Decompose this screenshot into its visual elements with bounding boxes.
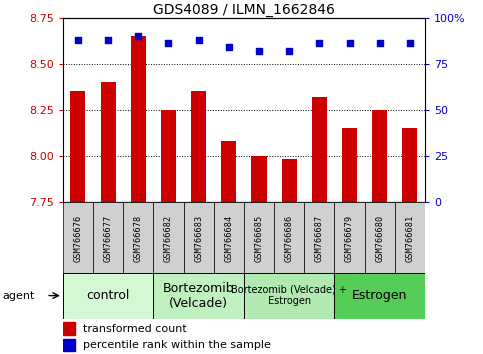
Point xyxy=(104,37,112,42)
Text: GSM766681: GSM766681 xyxy=(405,215,414,262)
Bar xyxy=(63,273,154,319)
Point xyxy=(195,37,202,42)
Bar xyxy=(213,202,244,273)
Bar xyxy=(191,91,206,202)
Bar xyxy=(63,322,75,335)
Text: GSM766687: GSM766687 xyxy=(315,215,324,262)
Bar xyxy=(154,273,244,319)
Bar xyxy=(161,110,176,202)
Bar xyxy=(402,128,417,202)
Bar xyxy=(221,141,236,202)
Bar xyxy=(342,128,357,202)
Text: GSM766677: GSM766677 xyxy=(103,215,113,262)
Point xyxy=(134,33,142,39)
Bar xyxy=(304,202,334,273)
Point xyxy=(255,48,263,54)
Text: Estrogen: Estrogen xyxy=(352,289,408,302)
Point xyxy=(165,41,172,46)
Point xyxy=(346,41,354,46)
Bar xyxy=(282,159,297,202)
Bar xyxy=(274,202,304,273)
Point xyxy=(285,48,293,54)
Bar xyxy=(154,202,184,273)
Text: control: control xyxy=(86,289,130,302)
Bar xyxy=(365,202,395,273)
Bar xyxy=(395,202,425,273)
Bar xyxy=(372,110,387,202)
Bar xyxy=(334,202,365,273)
Point xyxy=(74,37,82,42)
Bar xyxy=(71,91,85,202)
Bar xyxy=(244,202,274,273)
Text: Bortezomib
(Velcade): Bortezomib (Velcade) xyxy=(163,281,234,310)
Bar xyxy=(100,82,115,202)
Bar xyxy=(312,97,327,202)
Text: GSM766685: GSM766685 xyxy=(255,215,264,262)
Point xyxy=(376,41,384,46)
Text: GSM766678: GSM766678 xyxy=(134,215,143,262)
Point xyxy=(315,41,323,46)
Point xyxy=(406,41,414,46)
Bar xyxy=(244,273,334,319)
Bar xyxy=(63,202,93,273)
Text: Bortezomib (Velcade) +
Estrogen: Bortezomib (Velcade) + Estrogen xyxy=(231,285,347,307)
Text: GSM766680: GSM766680 xyxy=(375,215,384,262)
Text: GSM766684: GSM766684 xyxy=(224,215,233,262)
Text: agent: agent xyxy=(2,291,35,301)
Bar xyxy=(123,202,154,273)
Bar xyxy=(334,273,425,319)
Title: GDS4089 / ILMN_1662846: GDS4089 / ILMN_1662846 xyxy=(153,3,335,17)
Text: GSM766686: GSM766686 xyxy=(284,215,294,262)
Bar xyxy=(93,202,123,273)
Point xyxy=(225,44,233,50)
Bar xyxy=(184,202,213,273)
Bar xyxy=(131,36,146,202)
Bar xyxy=(252,156,267,202)
Text: GSM766682: GSM766682 xyxy=(164,215,173,262)
Text: percentile rank within the sample: percentile rank within the sample xyxy=(83,340,270,350)
Text: GSM766676: GSM766676 xyxy=(73,215,83,262)
Text: GSM766683: GSM766683 xyxy=(194,215,203,262)
Bar xyxy=(63,339,75,351)
Text: transformed count: transformed count xyxy=(83,324,186,333)
Text: GSM766679: GSM766679 xyxy=(345,215,354,262)
